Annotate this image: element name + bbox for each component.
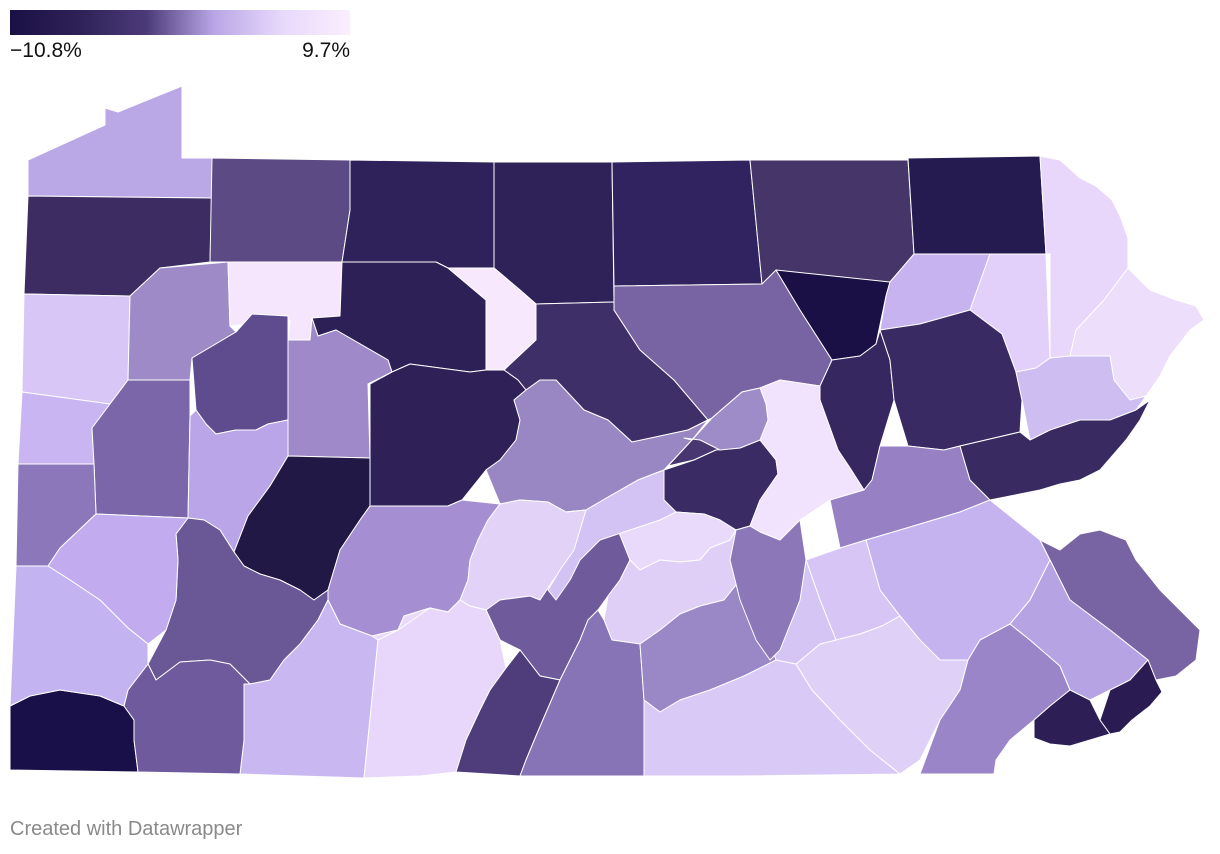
county-mckean[interactable] — [341, 159, 495, 269]
county-somerset[interactable] — [239, 599, 379, 779]
county-perry-central[interactable] — [729, 519, 807, 661]
legend-max-label: 9.7% — [302, 39, 350, 62]
legend-gradient-bar — [10, 10, 350, 35]
county-erie[interactable] — [27, 85, 213, 199]
legend-min-label: −10.8% — [10, 39, 82, 62]
legend-labels: −10.8% 9.7% — [10, 39, 350, 63]
datawrapper-credit: Created with Datawrapper — [10, 818, 243, 840]
county-philadelphia[interactable] — [1099, 659, 1163, 735]
county-susquehanna[interactable] — [907, 155, 1047, 255]
county-fayette[interactable] — [123, 659, 251, 775]
color-legend: −10.8% 9.7% — [10, 10, 350, 63]
county-juniata-ridge[interactable] — [547, 469, 677, 601]
county-northampton[interactable] — [959, 399, 1151, 501]
county-warren[interactable] — [209, 157, 351, 263]
county-tioga[interactable] — [611, 159, 763, 287]
county-pike[interactable] — [1069, 267, 1205, 401]
county-mercer[interactable] — [21, 293, 131, 405]
county-washington[interactable] — [9, 565, 149, 707]
county-mifflin-central[interactable] — [683, 387, 769, 451]
county-bradford[interactable] — [749, 159, 915, 285]
